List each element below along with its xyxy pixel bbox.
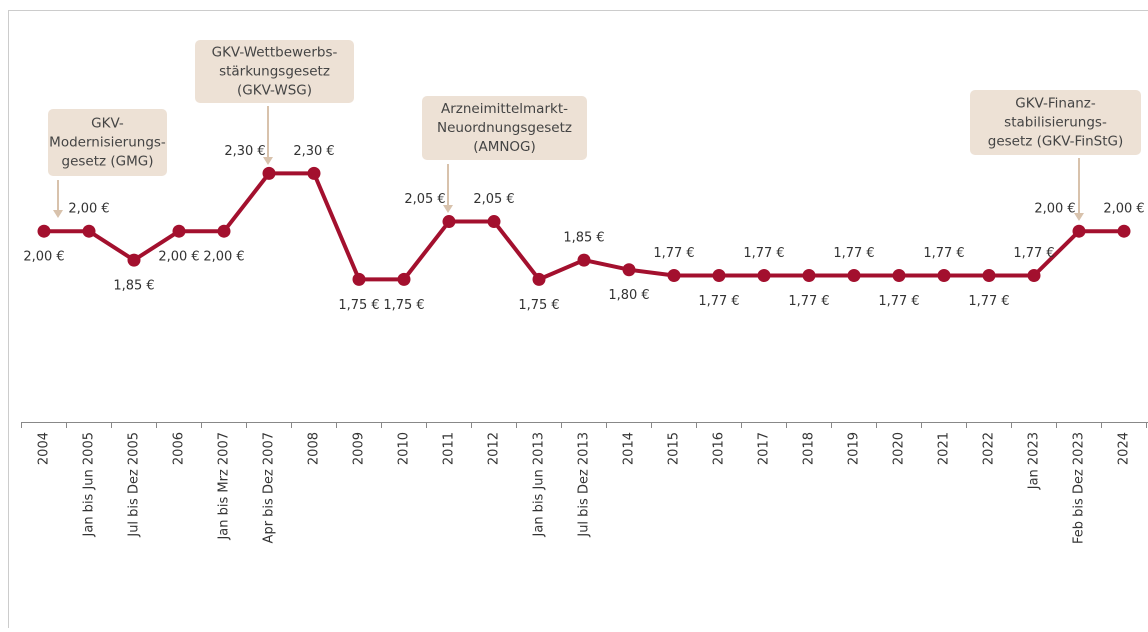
- x-tick-label: Feb bis Dez 2023: [1072, 432, 1087, 544]
- marker: [488, 215, 501, 228]
- marker: [623, 263, 636, 276]
- marker: [218, 225, 231, 238]
- annotation-text: (GKV-WSG): [237, 83, 312, 99]
- marker: [398, 273, 411, 286]
- marker: [803, 269, 816, 282]
- data-label: 1,85 €: [113, 279, 154, 294]
- marker: [353, 273, 366, 286]
- data-label: 2,00 €: [158, 250, 199, 265]
- x-tick-label: 2018: [802, 432, 817, 465]
- marker: [173, 225, 186, 238]
- marker: [983, 269, 996, 282]
- marker: [1028, 269, 1041, 282]
- annotation-text: stärkungsgesetz: [219, 64, 330, 80]
- data-label: 1,77 €: [833, 246, 874, 261]
- x-tick-label: 2024: [1117, 432, 1132, 465]
- x-tick-label: Jan 2023: [1027, 432, 1042, 490]
- annotation-text: gesetz (GMG): [62, 154, 154, 170]
- x-tick-label: 2009: [352, 432, 367, 465]
- marker: [758, 269, 771, 282]
- data-label: 2,00 €: [203, 250, 244, 265]
- x-tick-label: 2006: [172, 432, 187, 465]
- annotation-text: stabilisierungs-: [1004, 115, 1107, 131]
- annotation-text: Arzneimittelmarkt-: [441, 101, 568, 117]
- annotation-arrowhead: [263, 157, 273, 165]
- data-label: 1,77 €: [788, 294, 829, 309]
- annotation-text: GKV-: [91, 116, 124, 132]
- annotation-text: GKV-Wettbewerbs-: [212, 45, 338, 61]
- annotation-text: Neuordnungsgesetz: [437, 120, 572, 136]
- marker: [938, 269, 951, 282]
- marker: [533, 273, 546, 286]
- x-tick-label: 2004: [37, 432, 52, 465]
- x-tick-label: 2015: [667, 432, 682, 465]
- x-tick-label: 2017: [757, 432, 772, 465]
- x-tick-label: 2020: [892, 432, 907, 465]
- data-label: 1,77 €: [653, 246, 694, 261]
- data-label: 1,77 €: [878, 294, 919, 309]
- marker: [38, 225, 51, 238]
- x-tick-label: 2008: [307, 432, 322, 465]
- x-tick-label: Apr bis Dez 2007: [262, 432, 277, 543]
- annotation-text: Modernisierungs-: [49, 135, 166, 151]
- marker: [1118, 225, 1131, 238]
- x-tick-label: 2012: [487, 432, 502, 465]
- annotation-text: (AMNOG): [473, 139, 536, 155]
- x-tick-label: Jul bis Dez 2005: [127, 432, 142, 538]
- annotation-arrowhead: [53, 210, 63, 218]
- data-label: 2,00 €: [23, 250, 64, 265]
- x-tick-label: Jul bis Dez 2013: [577, 432, 592, 538]
- data-label: 2,05 €: [473, 192, 514, 207]
- x-tick-label: Jan bis Jun 2013: [532, 432, 547, 537]
- data-label: 1,77 €: [698, 294, 739, 309]
- data-label: 2,00 €: [1103, 202, 1144, 217]
- x-tick-label: Jan bis Mrz 2007: [217, 432, 232, 541]
- marker: [1073, 225, 1086, 238]
- x-tick-label: 2022: [982, 432, 997, 465]
- annotation-arrowhead: [443, 205, 453, 213]
- marker: [128, 254, 141, 267]
- data-label: 1,85 €: [563, 231, 604, 246]
- data-label: 1,77 €: [968, 294, 1009, 309]
- marker: [668, 269, 681, 282]
- x-tick-label: 2014: [622, 432, 637, 465]
- annotation-text: gesetz (GKV-FinStG): [988, 134, 1123, 150]
- marker: [443, 215, 456, 228]
- x-tick-label: 2016: [712, 432, 727, 465]
- data-label: 2,30 €: [293, 144, 334, 159]
- x-tick-label: 2021: [937, 432, 952, 465]
- data-label: 2,05 €: [404, 192, 445, 207]
- annotation-text: GKV-Finanz-: [1015, 96, 1096, 112]
- marker: [848, 269, 861, 282]
- data-label: 1,75 €: [518, 298, 559, 313]
- marker: [713, 269, 726, 282]
- marker: [893, 269, 906, 282]
- annotation-arrowhead: [1074, 213, 1084, 221]
- x-tick-label: Jan bis Jun 2005: [82, 432, 97, 537]
- data-label: 2,00 €: [1034, 202, 1075, 217]
- x-tick-label: 2011: [442, 432, 457, 465]
- data-label: 1,75 €: [338, 298, 379, 313]
- data-label: 1,77 €: [743, 246, 784, 261]
- data-label: 1,77 €: [1013, 246, 1054, 261]
- marker: [578, 254, 591, 267]
- x-tick-label: 2010: [397, 432, 412, 465]
- data-label: 1,80 €: [608, 288, 649, 303]
- data-label: 2,00 €: [68, 202, 109, 217]
- data-label: 1,77 €: [923, 246, 964, 261]
- data-label: 1,75 €: [383, 298, 424, 313]
- marker: [263, 167, 276, 180]
- data-label: 2,30 €: [224, 144, 265, 159]
- x-tick-label: 2019: [847, 432, 862, 465]
- marker: [83, 225, 96, 238]
- marker: [308, 167, 321, 180]
